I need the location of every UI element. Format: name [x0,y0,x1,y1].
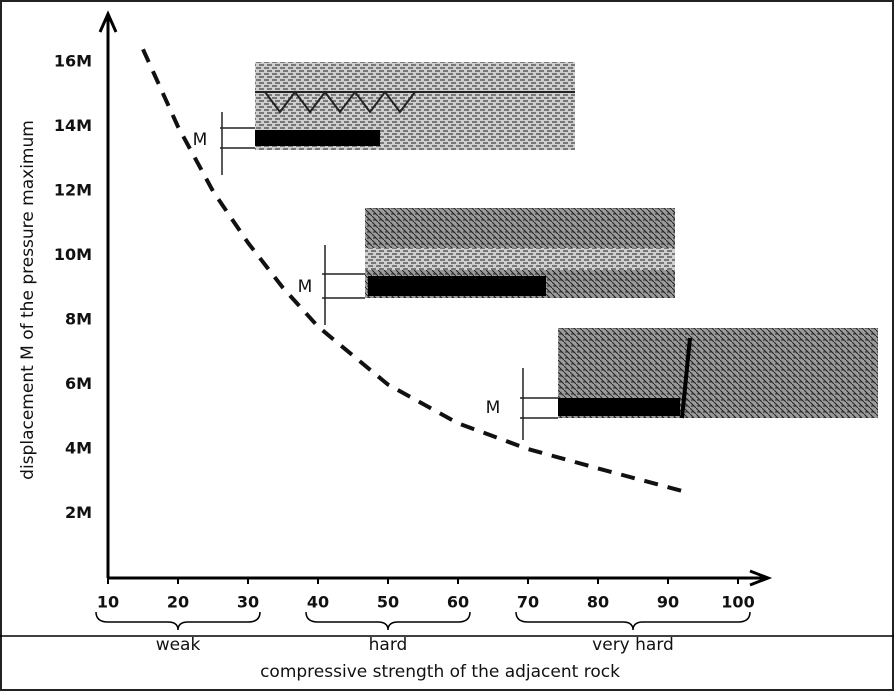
annotation: M [193,130,208,150]
x-axis-label: compressive strength of the adjacent roc… [260,662,620,682]
range-label: hard [369,635,408,655]
y-tick-label: 14M [54,116,92,135]
y-tick-label: 8M [65,310,92,329]
y-tick-label: 12M [54,181,92,200]
y-tick-label: 10M [54,245,92,264]
y-tick-label: 16M [54,52,92,71]
y-tick-label: 4M [65,439,92,458]
range-brace [305,611,471,631]
x-tick-label: 10 [97,593,119,612]
inset-very-hard [520,328,878,440]
range-label: weak [156,635,201,655]
x-tick-label: 40 [307,593,329,612]
range-brace [95,611,261,631]
x-axis [108,569,773,587]
annotation: M [298,277,313,297]
x-tick-label: 50 [377,593,399,612]
x-tick-label: 90 [657,593,679,612]
y-tick-label: 2M [65,503,92,522]
x-tick-label: 80 [587,593,609,612]
x-tick-label: 20 [167,593,189,612]
range-label: very hard [592,635,674,655]
inset-hard [322,208,675,325]
x-tick-label: 30 [237,593,259,612]
inset-weak [220,62,575,175]
x-tick-label: 60 [447,593,469,612]
y-axis [98,10,118,578]
annotation: M [486,398,501,418]
range-brace [515,611,751,631]
y-axis-label: displacement M of the pressure maximum [18,120,38,480]
y-tick-label: 6M [65,374,92,393]
x-tick-label: 70 [517,593,539,612]
line-series [141,48,683,493]
x-tick-label: 100 [721,593,754,612]
